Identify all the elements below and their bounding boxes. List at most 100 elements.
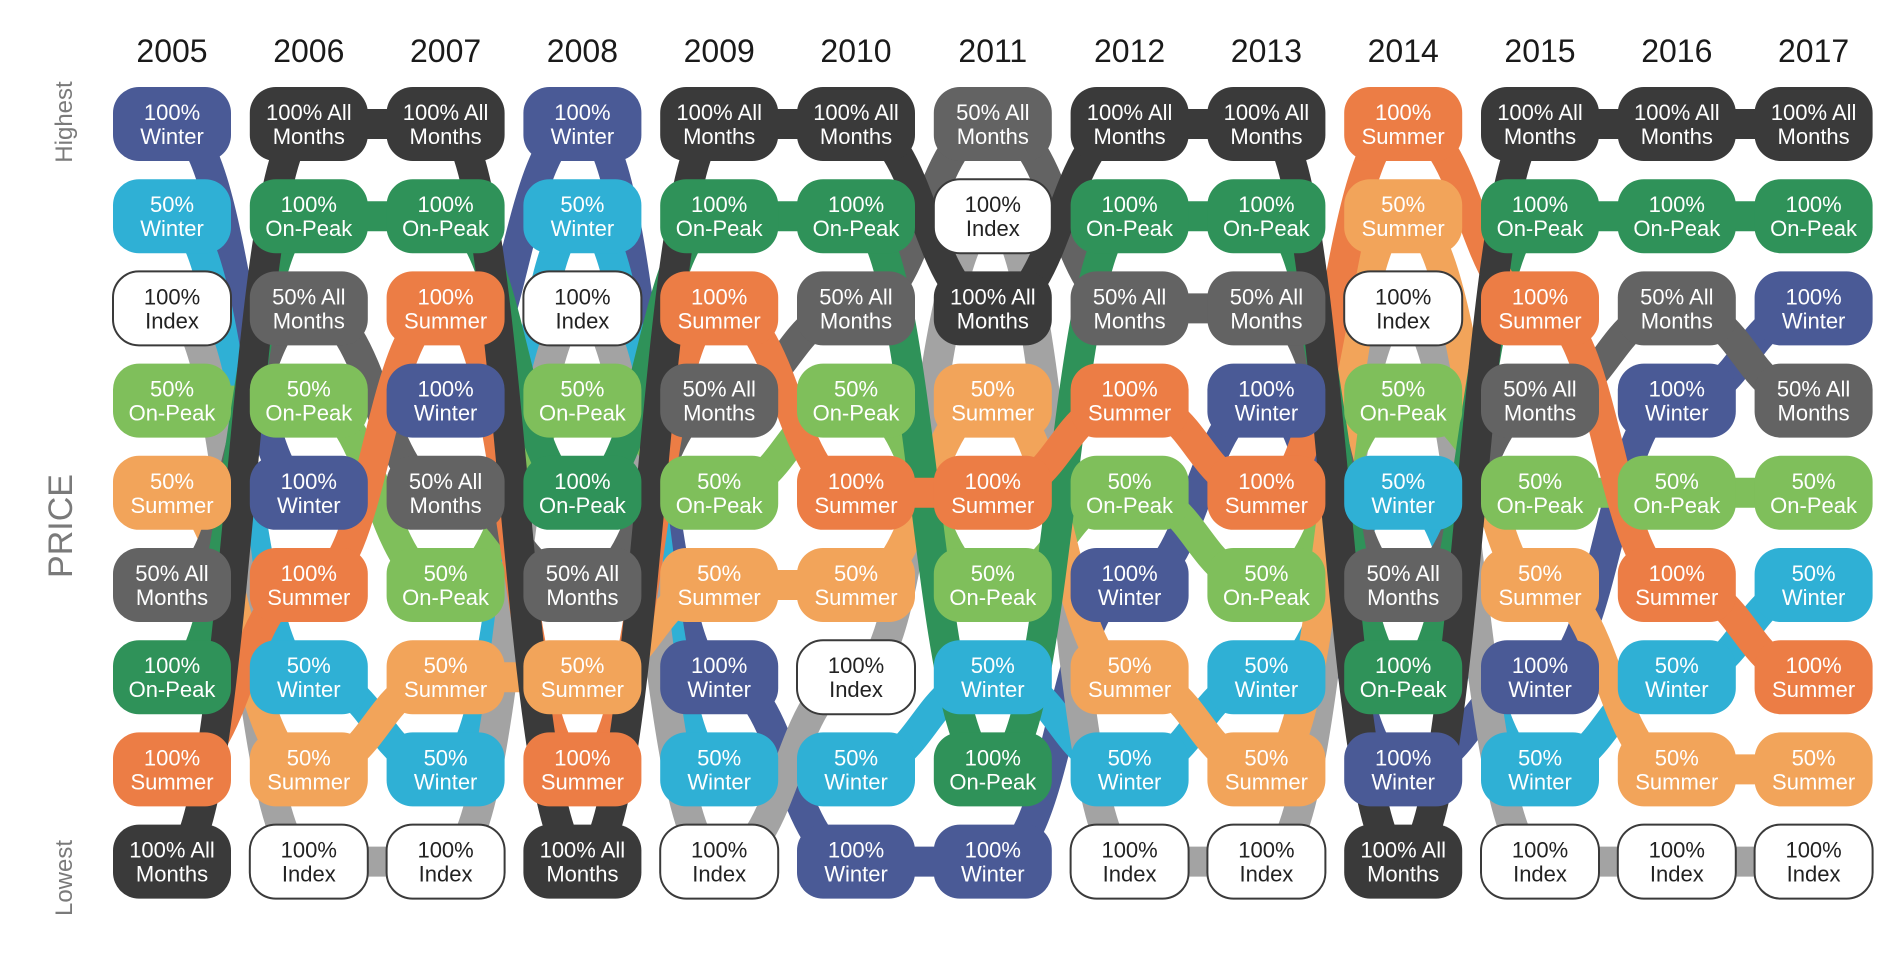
node-s100-2012: 100%Summer [1070,363,1189,438]
node-label-line2: Summer [814,493,897,518]
node-w50-2007: 50%Winter [386,732,505,807]
node-box [1206,823,1327,900]
node-s100-2007: 100%Summer [386,271,505,346]
node-box [1481,271,1599,346]
node-label-line1: 50% [1381,377,1425,402]
node-label-line2: Months [1367,862,1439,887]
node-box [660,179,779,254]
node-label-line2: Summer [1225,769,1308,794]
node-box [1481,455,1599,530]
node-label-line2: Summer [404,308,487,333]
node-box [113,824,231,899]
node-label-line1: 50% [1792,561,1836,586]
node-w100-2005: 100%Winter [113,87,231,161]
node-idx-2009: 100%Index [659,823,780,900]
node-box [248,823,369,900]
node-w50-2012: 50%Winter [1070,732,1189,807]
year-label-2011: 2011 [958,33,1027,69]
node-box [1207,87,1326,161]
node-box [523,824,642,899]
node-label-line1: 100% All [1087,100,1173,125]
node-label-line1: 50% [1381,469,1425,494]
node-box [796,639,916,716]
node-label-line1: 50% [424,745,468,770]
node-box [797,732,915,807]
node-label-line2: Months [1641,308,1713,333]
node-label-line2: Summer [1635,585,1718,610]
node-label-line2: Months [683,401,755,426]
node-box [1344,455,1463,530]
node-label-line1: 100% [281,561,337,586]
node-box [386,179,505,254]
node-label-line1: 50% All [1640,284,1713,309]
node-w100-2010: 100%Winter [797,824,915,899]
node-box [660,87,779,161]
node-box [249,548,368,622]
node-s50-2016: 50%Summer [1617,732,1736,807]
node-label-line1: 100% [1649,192,1705,217]
node-w100-2009: 100%Winter [660,640,779,715]
node-box [1344,87,1463,161]
node-label-line2: Index [282,862,336,887]
node-box [1617,455,1736,530]
node-label-line1: 100% [691,653,747,678]
node-label-line1: 50% [150,377,194,402]
node-op100-2011: 100%On-Peak [933,732,1052,807]
node-label-line2: Summer [1362,124,1445,149]
node-label-line1: 100% All [266,100,352,125]
year-label-2007: 2007 [410,33,481,69]
node-label-line1: 100% [828,838,884,863]
node-label-line2: Winter [140,124,204,149]
node-w100-2006: 100%Winter [249,455,368,530]
node-w50-2005: 50%Winter [113,179,231,254]
node-label-line1: 100% [691,284,747,309]
node-label-line2: Winter [1371,769,1435,794]
node-label-line1: 50% [1244,653,1288,678]
node-w100-2014: 100%Winter [1344,732,1463,807]
side-labels: Highest PRICE Lowest [42,81,80,916]
node-label-line1: 100% All [540,838,626,863]
node-label-line1: 100% [1375,653,1431,678]
node-s50-2017: 50%Summer [1754,732,1873,807]
node-label-line2: Months [957,124,1029,149]
node-box [1207,363,1326,438]
node-label-line1: 100% [828,469,884,494]
node-label-line1: 100% [965,838,1021,863]
node-label-line1: 50% [1792,469,1836,494]
node-box [523,87,642,161]
node-label-line1: 100% [1375,100,1431,125]
node-op100-2005: 100%On-Peak [113,640,231,715]
node-label-line2: Winter [1235,677,1299,702]
node-label-line2: Index [419,862,473,887]
node-label-line2: Winter [961,862,1025,887]
year-label-2009: 2009 [684,33,755,69]
node-label-line2: Winter [824,862,888,887]
year-label-2012: 2012 [1094,33,1165,69]
link-s100-2006-2007 [306,293,449,600]
node-box [1070,87,1189,161]
node-op50-2007: 50%On-Peak [386,548,505,622]
node-label-line2: Months [1778,401,1850,426]
node-label-line2: Summer [130,493,213,518]
node-w50-2017: 50%Winter [1754,548,1873,622]
node-label-line1: 50% [1108,469,1152,494]
node-box [386,271,505,346]
node-box [1343,270,1464,347]
node-box [1207,455,1326,530]
year-label-2017: 2017 [1778,33,1849,69]
node-label-line1: 100% [417,377,473,402]
node-label-line2: Summer [130,769,213,794]
node-s50-2014: 50%Summer [1344,179,1463,254]
node-box [1617,363,1736,438]
node-label-line1: 100% [1512,653,1568,678]
node-label-line1: 100% [554,469,610,494]
node-label-line2: Index [1239,862,1293,887]
node-box [249,271,368,346]
year-label-2015: 2015 [1504,33,1575,69]
